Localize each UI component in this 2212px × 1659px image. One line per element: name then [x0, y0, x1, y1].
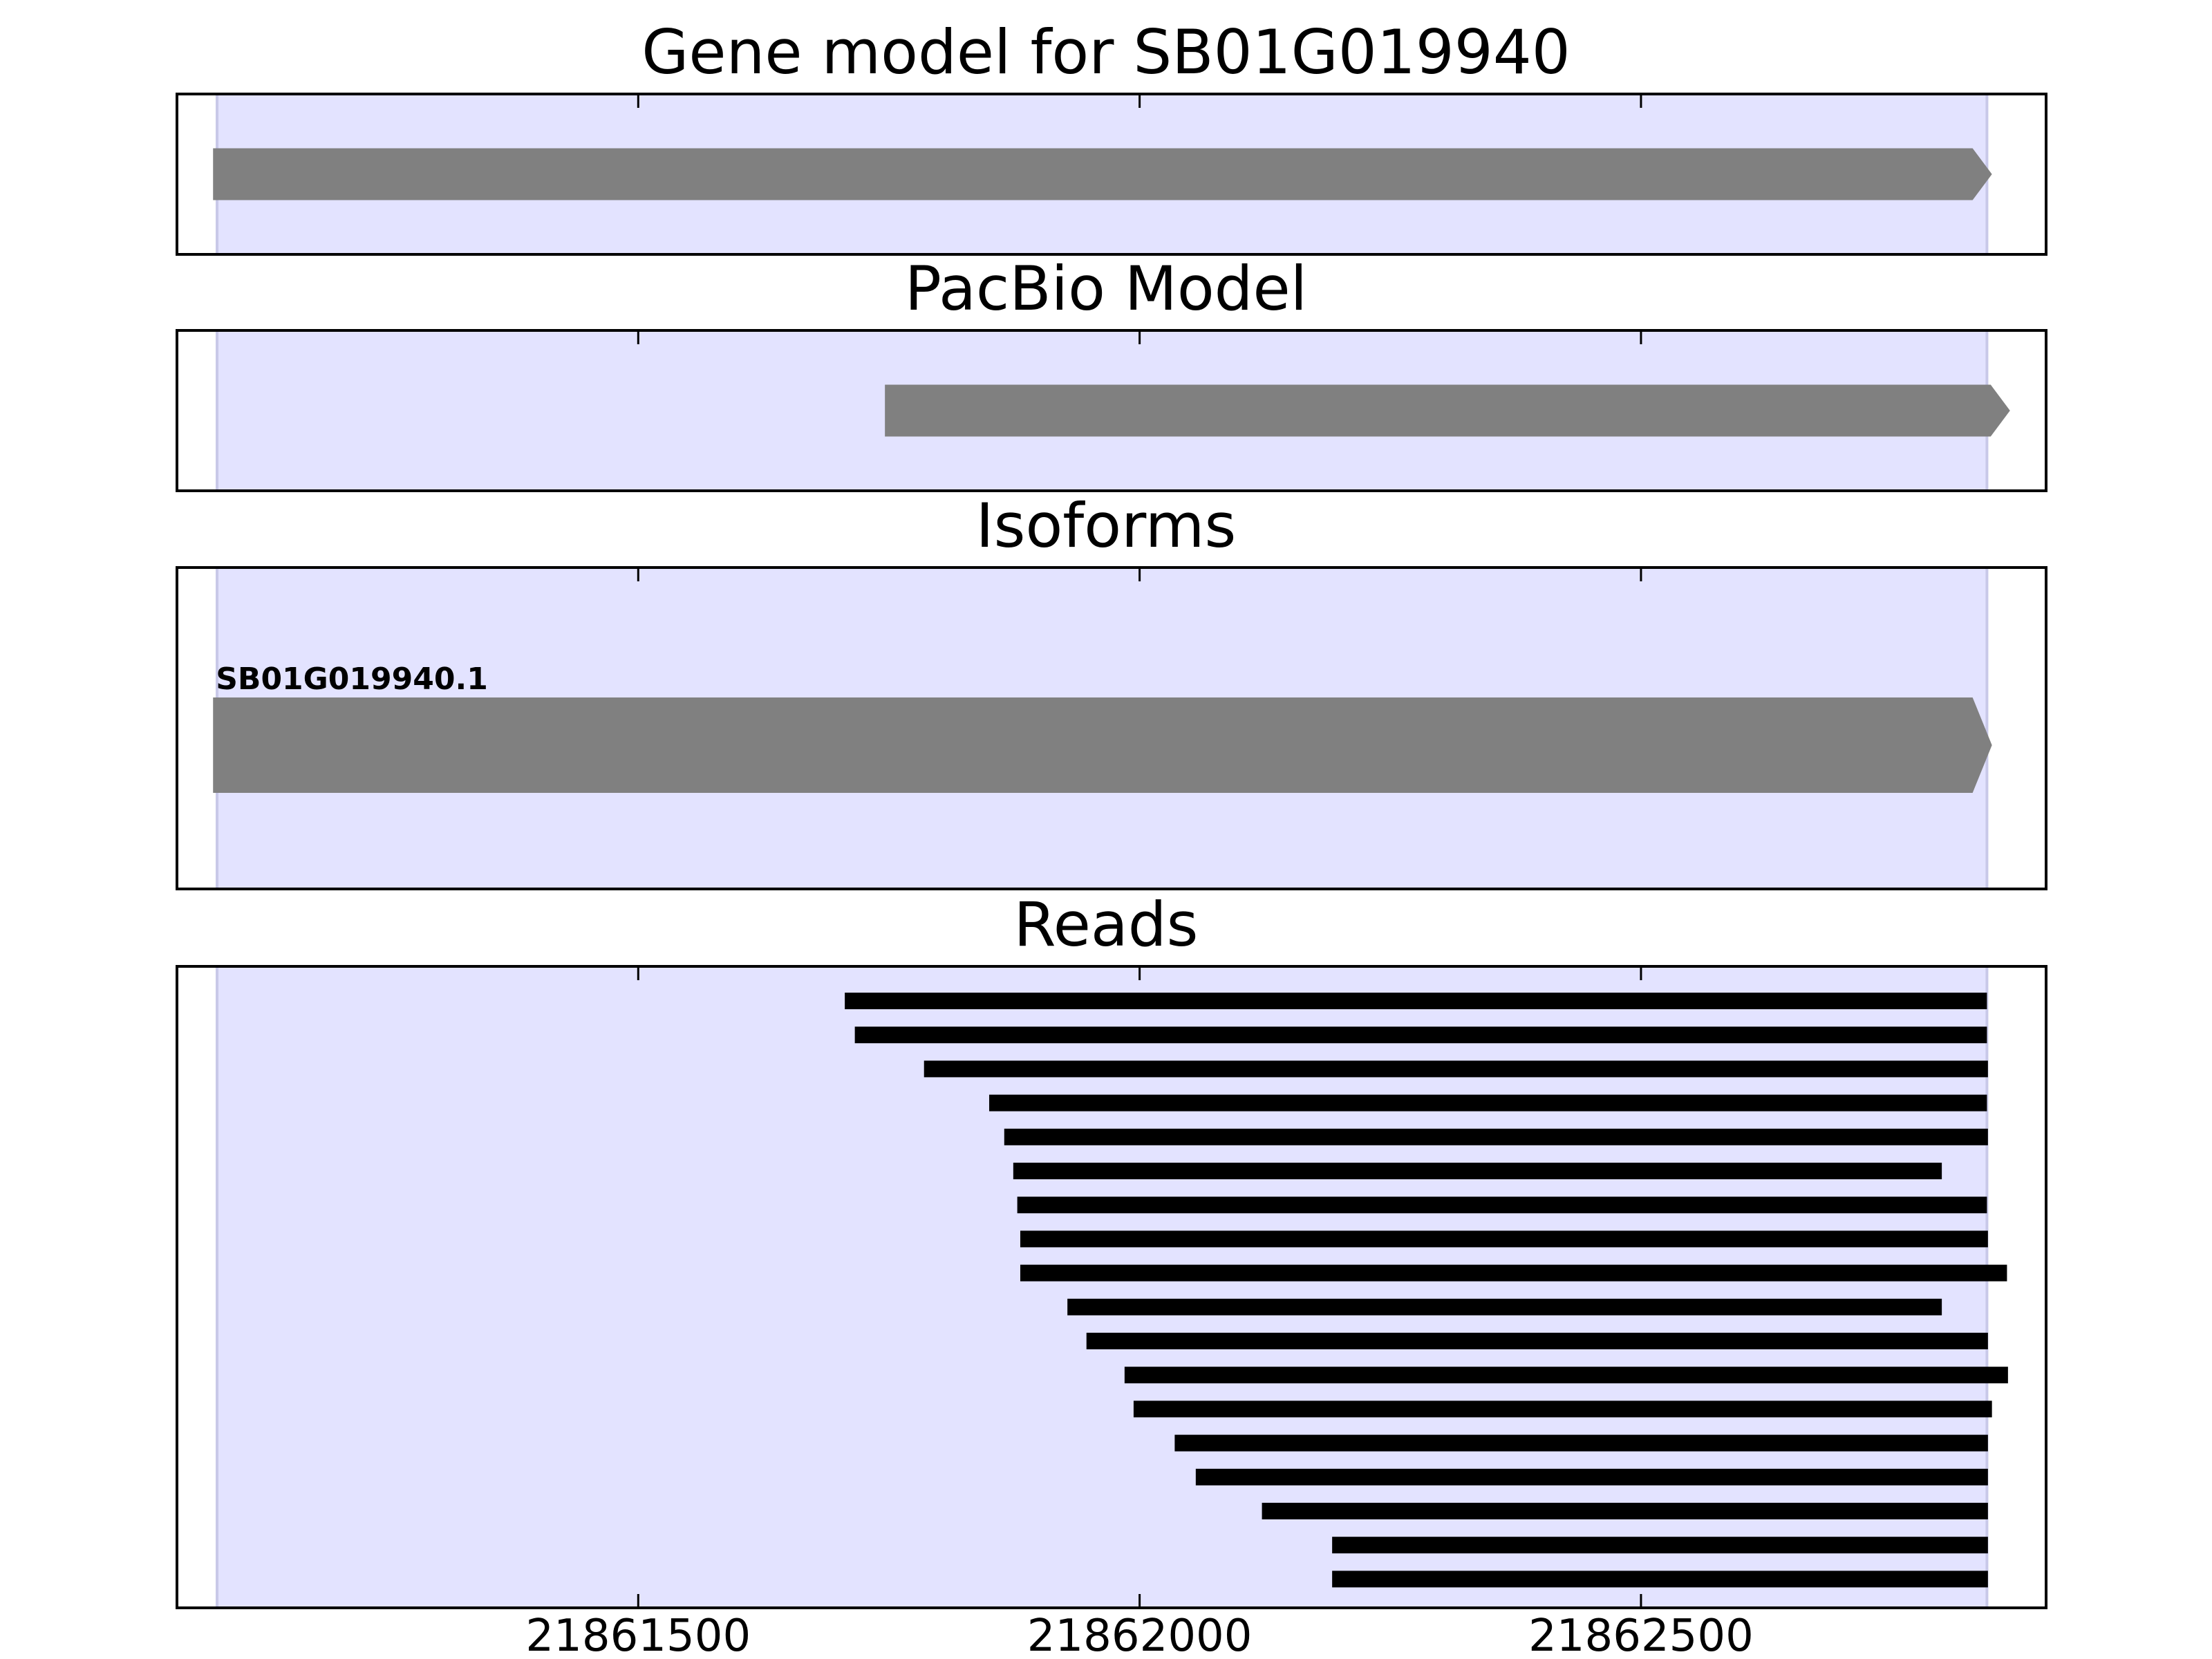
read-bar: [1020, 1264, 2007, 1282]
read-bar: [1174, 1434, 1988, 1452]
gene-model-title: Gene model for SB01G019940: [641, 17, 1571, 88]
reads-title: Reads: [1014, 889, 1199, 960]
isoform-feature: [213, 697, 1992, 793]
read-bar: [1067, 1298, 1942, 1315]
isoforms-title: Isoforms: [976, 490, 1237, 561]
isoforms-panel: Isoforms SB01G019940.1: [176, 490, 2047, 890]
panel-frame: [176, 566, 2047, 890]
read-bar: [1013, 1163, 1942, 1179]
read-bar: [1124, 1367, 2008, 1384]
panel-frame: [176, 93, 2047, 256]
x-tick-label: 21862000: [1027, 1611, 1253, 1659]
read-bar: [1262, 1503, 1988, 1519]
read-bar: [1004, 1128, 1988, 1145]
panel-frame: [176, 329, 2047, 492]
read-bar: [1086, 1333, 1988, 1349]
x-tick-label: 21862500: [1528, 1611, 1754, 1659]
x-axis: 21861500 21862000 21862500: [525, 1594, 1754, 1659]
gene-model-feature: [213, 148, 1992, 200]
read-bar: [1020, 1230, 1988, 1248]
read-bar: [1195, 1468, 1988, 1485]
reads-panel: Reads: [176, 889, 2047, 1609]
read-bar: [1133, 1400, 1992, 1418]
x-tick-label: 21861500: [525, 1611, 751, 1659]
read-bar: [1332, 1571, 1988, 1588]
gene-model-panel: Gene model for SB01G019940: [176, 17, 2047, 256]
pacbio-model-feature: [885, 384, 2010, 437]
read-bar: [854, 1027, 1987, 1044]
pacbio-model-title: PacBio Model: [905, 253, 1307, 324]
read-bar: [845, 993, 1987, 1009]
pacbio-model-panel: PacBio Model: [176, 253, 2047, 492]
panel-frame: [176, 965, 2047, 1609]
read-bar: [1017, 1197, 1987, 1214]
read-bar: [989, 1094, 1987, 1112]
read-bar: [1332, 1537, 1988, 1554]
isoform-label: SB01G019940.1: [216, 662, 488, 697]
read-bar: [924, 1060, 1988, 1078]
